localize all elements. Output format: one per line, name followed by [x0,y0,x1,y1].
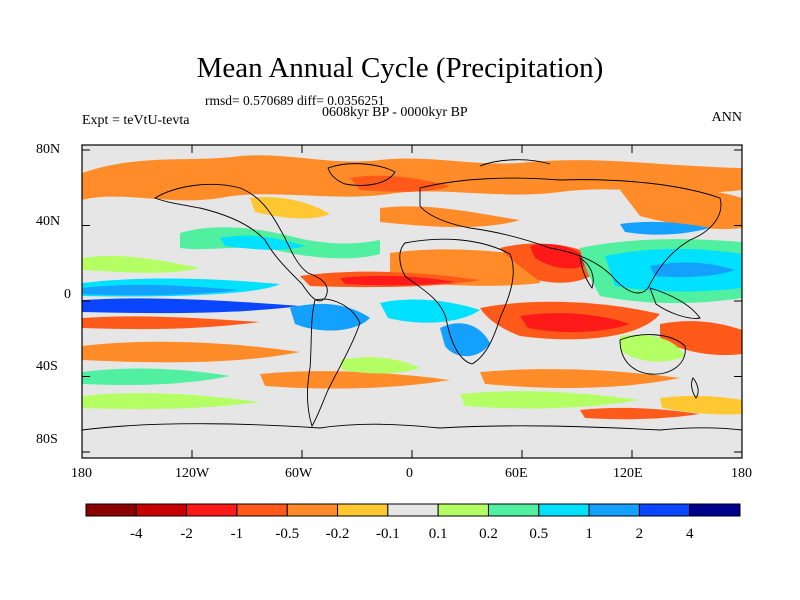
colorbar-swatch [135,503,188,517]
colorbar-swatch [638,503,691,517]
experiment-label: Expt = teVtU-tevta [82,113,190,128]
colorbar-label: 0.1 [429,526,448,542]
lat-label-40s: 40S [36,359,58,374]
season-label: ANN [711,110,742,125]
lat-label-80s: 80S [36,432,58,447]
colorbar-swatch [689,503,741,517]
colorbar-label: 0.5 [529,526,548,542]
colorbar-label: -4 [130,526,143,542]
colorbar-swatch [487,503,540,517]
colorbar-swatch [538,503,590,517]
colorbar-swatch [337,503,389,517]
axis-ticks [81,145,743,458]
colorbar-label: -1 [231,526,244,542]
colorbar: -4 -2 -1 -0.5 -0.2 -0.1 0.1 0.2 0.5 1 2 4 [85,503,741,542]
colorbar-label: -2 [180,526,193,542]
colorbar-swatch [588,503,640,517]
colorbar-swatch [286,503,339,517]
rmsd-diff-text: rmsd= 0.570689 diff= 0.0356251 [205,93,385,108]
colorbar-label: -0.5 [275,526,299,542]
colorbar-label: 0.2 [479,526,498,542]
colorbar-swatch [186,503,238,517]
colorbar-label: 1 [585,526,593,542]
colorbar-swatch [85,503,137,517]
colorbar-label: -0.1 [376,526,400,542]
colorbar-label: 4 [686,526,694,542]
colorbar-swatch [236,503,288,517]
period-text: 0608kyr BP - 0000kyr BP [322,105,468,120]
map-title: Mean Annual Cycle (Precipitation) [196,52,604,84]
lat-label-80n: 80N [36,142,61,157]
colorbar-swatch [437,503,489,517]
colorbar-swatch [387,503,439,517]
precipitation-map [81,144,743,459]
lat-label-40n: 40N [36,214,61,229]
colorbar-label: -0.2 [326,526,350,542]
coastlines [82,159,742,431]
colorbar-label: 2 [636,526,644,542]
